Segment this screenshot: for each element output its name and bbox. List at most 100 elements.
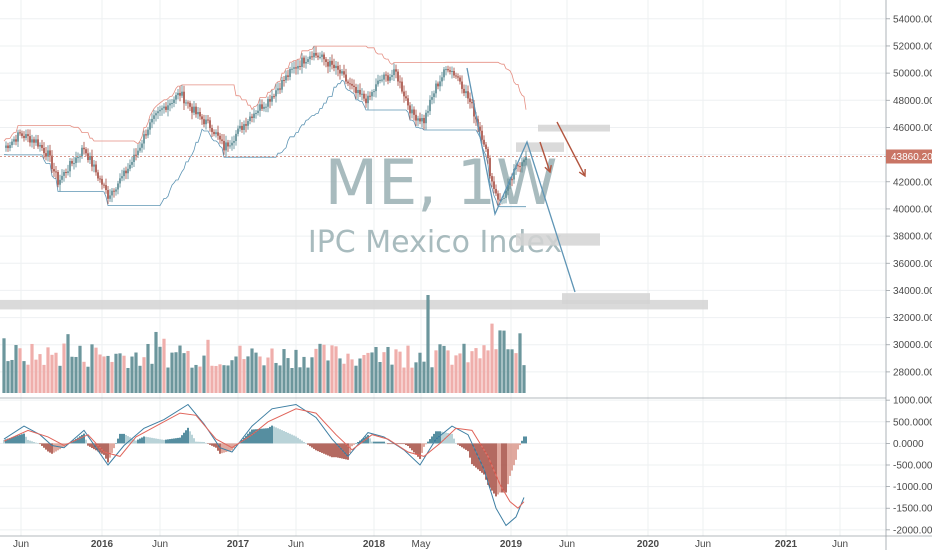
candle-body [441, 77, 443, 81]
time-axis-label: May [412, 539, 431, 550]
candle-body [131, 162, 133, 165]
macd-histogram-bar [509, 443, 511, 476]
volume-bar [138, 366, 141, 393]
time-axis-label: Jun [152, 539, 168, 550]
candle-body [111, 191, 113, 196]
candle-body [223, 141, 225, 150]
volume-bar [114, 354, 117, 393]
volume-bar [178, 346, 181, 393]
macd-histogram-bar [111, 443, 113, 453]
candle-body [147, 130, 149, 136]
candle-body [433, 93, 435, 97]
candle-body [57, 172, 59, 185]
macd-histogram-bar [169, 439, 171, 443]
macd-histogram-bar [409, 443, 411, 448]
candle-body [189, 103, 191, 107]
volume-bar [298, 367, 301, 393]
candle-body [397, 72, 399, 82]
time-axis-label: Jun [288, 539, 304, 550]
volume-bar [330, 345, 333, 393]
macd-histogram-bar [381, 442, 383, 444]
candle-body [497, 193, 499, 199]
volume-bar [14, 345, 17, 393]
candle-body [255, 113, 257, 114]
macd-histogram-bar [181, 435, 183, 443]
candle-body [117, 183, 119, 189]
candle-body [463, 89, 465, 93]
macd-histogram-bar [317, 443, 319, 451]
candle-body [379, 80, 381, 81]
candle-body [289, 69, 291, 77]
macd-histogram-bar [279, 429, 281, 443]
macd-histogram-bar [79, 436, 81, 443]
macd-histogram-bar [415, 443, 417, 454]
volume-bar [442, 346, 445, 393]
candle-body [517, 165, 519, 166]
macd-histogram-bar [297, 438, 299, 444]
candle-body [491, 176, 493, 181]
candle-body [471, 102, 473, 103]
candle-body [339, 70, 341, 74]
candle-body [53, 169, 55, 171]
volume-bar [394, 349, 397, 393]
candle-body [269, 99, 271, 102]
macd-histogram-bar [519, 443, 521, 445]
macd-histogram-bar [323, 443, 325, 453]
macd-axis-label: -1000.0000 [893, 482, 932, 493]
candle-body [335, 66, 337, 68]
macd-histogram-bar [159, 439, 161, 443]
candle-body [271, 96, 273, 102]
candle-body [77, 157, 79, 158]
macd-histogram-bar [373, 442, 375, 444]
volume-bar [334, 346, 337, 393]
candle-body [409, 105, 411, 113]
candle-body [453, 71, 455, 75]
price-axis-label: 52000.00 [893, 41, 932, 52]
macd-histogram-bar [271, 426, 273, 444]
candle-body [25, 134, 27, 138]
candle-body [405, 96, 407, 98]
candle-body [177, 93, 179, 95]
candle-body [353, 86, 355, 87]
macd-histogram-bar [333, 443, 335, 457]
candle-body [149, 122, 151, 129]
macd-histogram-bar [203, 442, 205, 443]
macd-histogram-bar [149, 438, 151, 444]
candle-body [61, 176, 63, 180]
macd-histogram-bar [369, 438, 371, 443]
candle-body [225, 142, 227, 150]
macd-histogram-bar [501, 443, 503, 492]
macd-histogram-bar [469, 443, 471, 457]
candle-body [215, 132, 217, 134]
candle-body [39, 145, 41, 147]
candle-body [469, 98, 471, 102]
candle-body [399, 81, 401, 82]
candle-body [221, 140, 223, 141]
macd-histogram-bar [511, 443, 513, 470]
candle-body [217, 132, 219, 135]
macd-histogram-bar [283, 431, 285, 443]
candle-body [489, 158, 491, 176]
volume-bar [258, 356, 261, 393]
candle-body [245, 124, 247, 126]
macd-histogram-bar [523, 436, 525, 443]
macd-histogram-bar [207, 443, 209, 444]
macd-histogram-bar [387, 443, 389, 444]
candle-body [195, 107, 197, 115]
candle-body [273, 96, 275, 97]
volume-bar [462, 344, 465, 393]
volume-bar [354, 366, 357, 393]
macd-histogram-bar [467, 443, 469, 451]
macd-histogram-bar [81, 435, 83, 443]
macd-histogram-bar [201, 442, 203, 443]
volume-bar [490, 324, 493, 393]
candle-body [47, 150, 49, 156]
candle-body [125, 171, 127, 174]
time-axis-label: Jun [832, 539, 848, 550]
candle-body [259, 104, 261, 110]
macd-histogram-bar [13, 437, 15, 444]
candle-body [387, 75, 389, 81]
volume-bar [94, 348, 97, 393]
volume-bar [166, 368, 169, 393]
